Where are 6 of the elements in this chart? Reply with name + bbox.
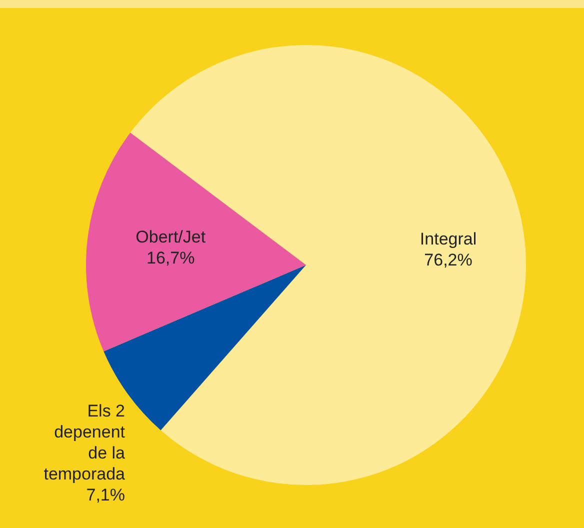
data-label: 7,1% — [86, 486, 125, 505]
slice-label: Els 2 depenent de la temporada — [44, 402, 126, 484]
slice-label: Integral — [420, 230, 477, 249]
data-label: 76,2% — [424, 250, 472, 270]
slice-label: Obert/Jet — [136, 228, 206, 247]
data-label: 16,7% — [146, 248, 195, 268]
